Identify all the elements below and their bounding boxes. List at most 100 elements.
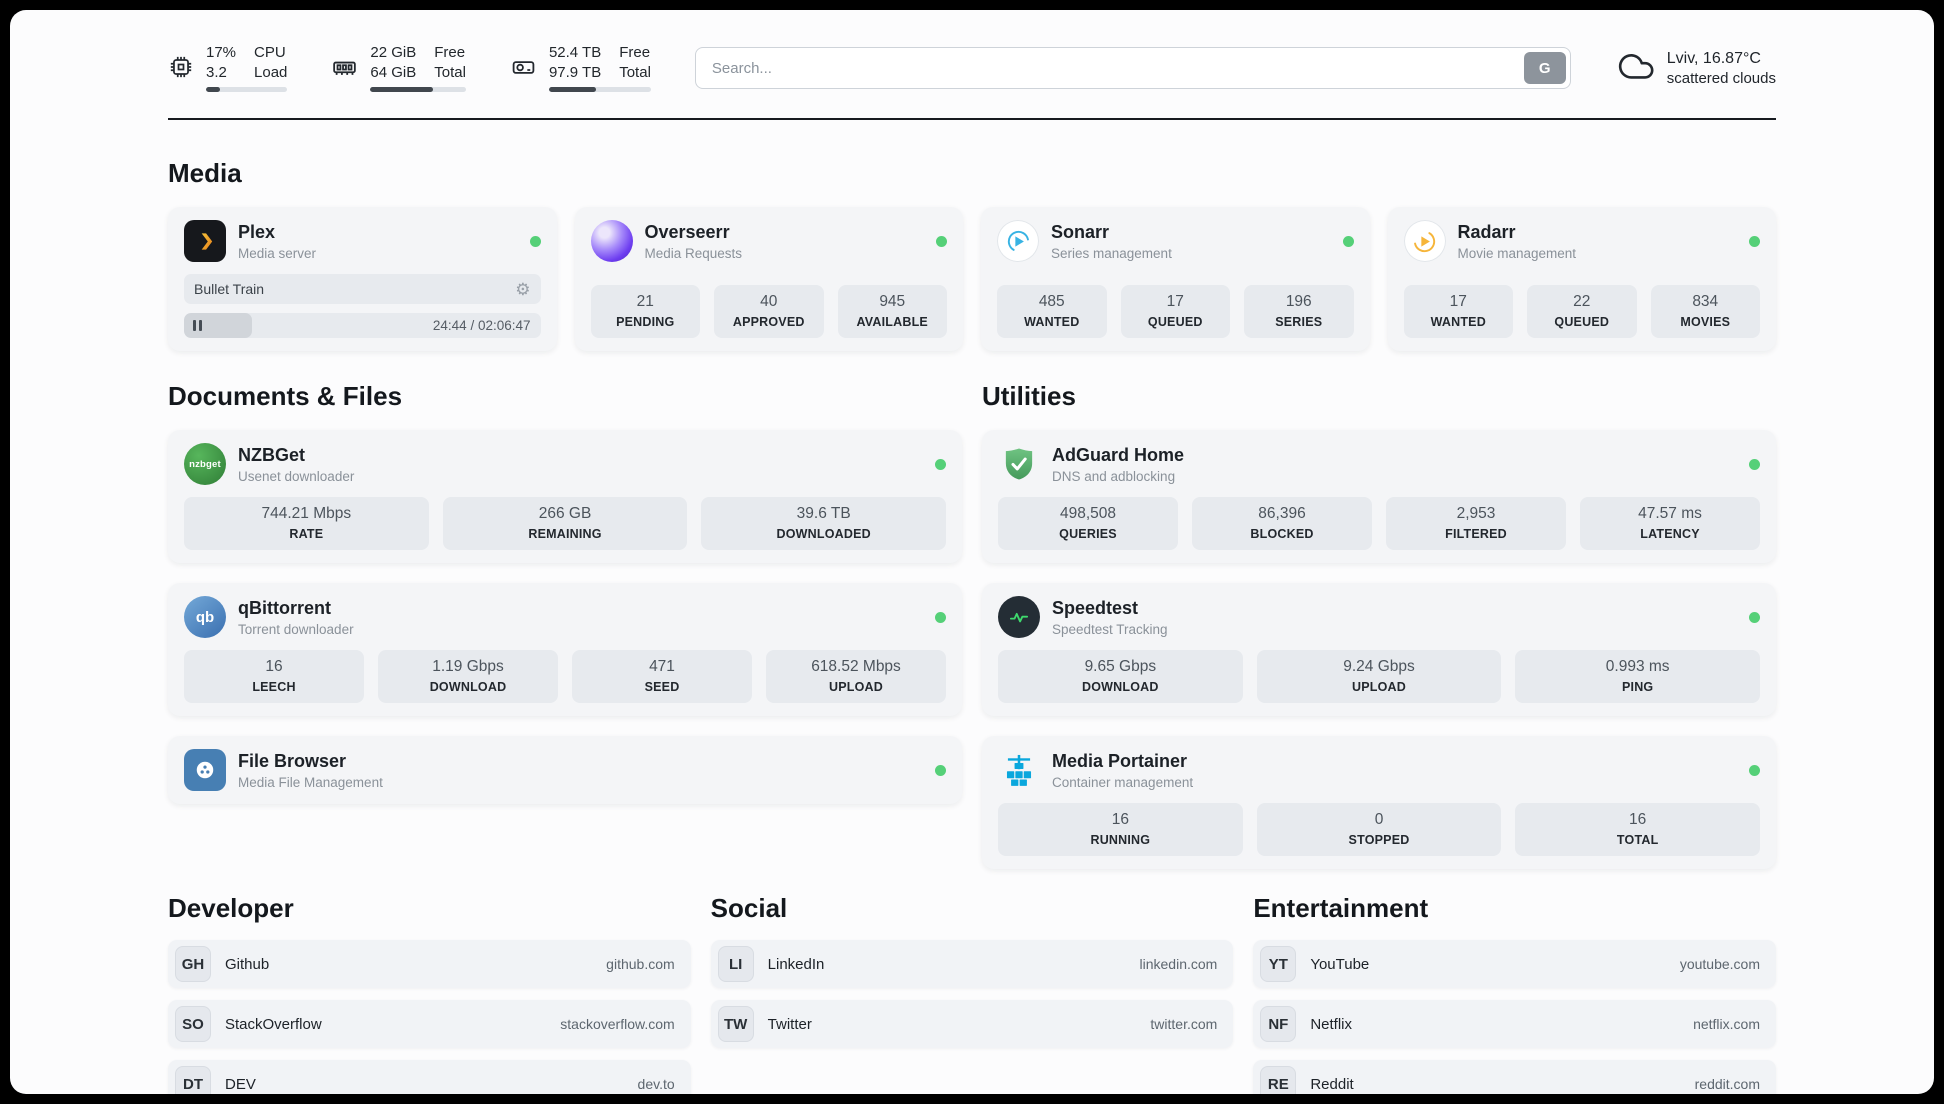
bookmark-abbr: SO — [175, 1006, 211, 1042]
app-card-nzbget[interactable]: nzbget NZBGet Usenet downloader 744.21 M… — [168, 430, 962, 563]
app-subtitle: Series management — [1051, 245, 1172, 261]
player-progress-bar[interactable]: 24:44 / 02:06:47 — [184, 313, 541, 338]
disk-usage-bar — [548, 87, 651, 92]
gear-icon[interactable]: ⚙ — [515, 279, 531, 299]
stat-label: APPROVED — [732, 315, 805, 329]
stat-value: 945 — [879, 293, 906, 310]
stat-filtered: 2,953 FILTERED — [1386, 497, 1566, 550]
stat-label: BLOCKED — [1250, 527, 1314, 541]
stat-value: 86,396 — [1258, 505, 1306, 522]
bookmark-youtube[interactable]: YT YouTube youtube.com — [1253, 940, 1776, 988]
player-time: 24:44 / 02:06:47 — [432, 318, 531, 333]
cpu-icon — [168, 54, 194, 80]
bookmark-reddit[interactable]: RE Reddit reddit.com — [1253, 1060, 1776, 1094]
app-card-qbittorrent[interactable]: qb qBittorrent Torrent downloader 16 LEE… — [168, 583, 962, 716]
stat-ping: 0.993 ms PING — [1515, 650, 1761, 703]
stat-label: RATE — [289, 527, 324, 541]
bookmark-name: DEV — [225, 1075, 256, 1093]
bookmark-name: Github — [225, 955, 270, 973]
stat-pending: 21 PENDING — [590, 285, 700, 338]
cpu-label-bottom: Load — [254, 64, 288, 81]
section-title-entertainment: Entertainment — [1253, 893, 1429, 923]
stat-value: 1.19 Gbps — [432, 658, 504, 675]
speedtest-icon — [998, 596, 1040, 638]
qbittorrent-icon: qb — [184, 596, 226, 638]
stat-label: REMAINING — [528, 527, 602, 541]
now-playing-bar: Bullet Train ⚙ — [184, 274, 541, 304]
stat-value: 16 — [265, 658, 283, 675]
app-card-sonarr[interactable]: Sonarr Series management 485 WANTED 17 Q… — [981, 207, 1370, 351]
stat-total: 16 TOTAL — [1515, 803, 1761, 856]
bookmark-url: dev.to — [637, 1076, 675, 1092]
pause-button[interactable] — [193, 320, 202, 331]
disk-label-bottom: Total — [619, 64, 651, 81]
section-title-developer: Developer — [168, 893, 294, 923]
stat-label: LATENCY — [1640, 527, 1700, 541]
ram-free-value: 22 GiB — [370, 44, 417, 61]
stat-value: 744.21 Mbps — [261, 505, 352, 522]
bookmark-url: stackoverflow.com — [560, 1016, 675, 1032]
app-card-plex[interactable]: Plex Media server Bullet Train ⚙ 24:44 /… — [168, 207, 557, 351]
app-card-radarr[interactable]: Radarr Movie management 17 WANTED 22 QUE… — [1387, 207, 1776, 351]
stat-label: AVAILABLE — [856, 315, 928, 329]
app-card-portainer[interactable]: Media Portainer Container management 16 … — [982, 736, 1776, 869]
entertainment-group: Entertainment YT YouTube youtube.com NF … — [1253, 893, 1776, 1094]
bookmark-stackoverflow[interactable]: SO StackOverflow stackoverflow.com — [168, 1000, 691, 1048]
stat-value: 16 — [1629, 811, 1647, 828]
nzbget-icon-text: nzbget — [189, 458, 221, 470]
cpu-label-top: CPU — [254, 44, 286, 61]
app-card-adguard[interactable]: AdGuard Home DNS and adblocking 498,508 … — [982, 430, 1776, 563]
bookmark-sections: Developer GH Github github.com SO StackO… — [168, 893, 1776, 1094]
search-bar: G — [694, 47, 1571, 89]
disk-label-top: Free — [619, 44, 651, 61]
stat-downloaded: 39.6 TB DOWNLOADED — [701, 497, 947, 550]
app-card-overseerr[interactable]: Overseerr Media Requests 21 PENDING 40 A… — [574, 207, 963, 351]
search-input[interactable] — [694, 47, 1571, 89]
ram-total-value: 64 GiB — [370, 64, 417, 81]
search-engine-button[interactable]: G — [1523, 52, 1566, 84]
stat-latency: 47.57 ms LATENCY — [1580, 497, 1760, 550]
bookmark-twitter[interactable]: TW Twitter twitter.com — [710, 1000, 1234, 1048]
stat-approved: 40 APPROVED — [714, 285, 824, 338]
app-card-filebrowser[interactable]: File Browser Media File Management — [168, 736, 962, 804]
bookmark-name: Netflix — [1310, 1015, 1353, 1033]
stat-label: PING — [1621, 680, 1654, 694]
bookmark-abbr: LI — [717, 946, 754, 982]
radarr-icon — [1403, 220, 1446, 262]
stat-value: 9.24 Gbps — [1343, 658, 1415, 675]
stat-wanted: 485 WANTED — [997, 285, 1107, 338]
section-title-media: Media — [168, 158, 242, 188]
sonarr-icon — [997, 220, 1039, 262]
stat-value: 266 GB — [538, 505, 592, 522]
bookmark-url: youtube.com — [1679, 956, 1760, 972]
developer-group: Developer GH Github github.com SO StackO… — [168, 893, 691, 1094]
bookmark-abbr: RE — [1260, 1066, 1297, 1094]
stat-label: RUNNING — [1090, 833, 1151, 847]
section-title-documents: Documents & Files — [168, 381, 403, 411]
app-subtitle: Media Requests — [644, 245, 743, 261]
cpu-stat: 17% 3.2 CPU Load — [168, 44, 288, 92]
stat-value: 16 — [1111, 811, 1129, 828]
weather-condition: scattered clouds — [1666, 69, 1776, 87]
stat-label: STOPPED — [1348, 833, 1410, 847]
stat-label: DOWNLOADED — [776, 527, 871, 541]
bookmark-netflix[interactable]: NF Netflix netflix.com — [1253, 1000, 1776, 1048]
app-name: File Browser — [238, 750, 347, 771]
stat-value: 0 — [1374, 811, 1384, 828]
stat-value: 196 — [1285, 293, 1312, 310]
app-card-speedtest[interactable]: Speedtest Speedtest Tracking 9.65 Gbps D… — [982, 583, 1776, 716]
stat-leech: 16 LEECH — [184, 650, 364, 703]
bookmark-name: Reddit — [1310, 1075, 1354, 1093]
header-divider — [168, 118, 1776, 120]
app-name: Sonarr — [1051, 221, 1110, 242]
bookmark-abbr: NF — [1260, 1006, 1297, 1042]
app-name: Radarr — [1457, 221, 1516, 242]
utilities-column: Utilities AdGuard Home — [982, 381, 1776, 869]
disk-icon — [510, 54, 537, 81]
stat-label: PENDING — [616, 315, 675, 329]
app-name: Plex — [238, 221, 276, 242]
status-dot — [935, 458, 946, 470]
bookmark-github[interactable]: GH Github github.com — [168, 940, 691, 988]
bookmark-linkedin[interactable]: LI LinkedIn linkedin.com — [710, 940, 1234, 988]
bookmark-dev[interactable]: DT DEV dev.to — [168, 1060, 691, 1094]
